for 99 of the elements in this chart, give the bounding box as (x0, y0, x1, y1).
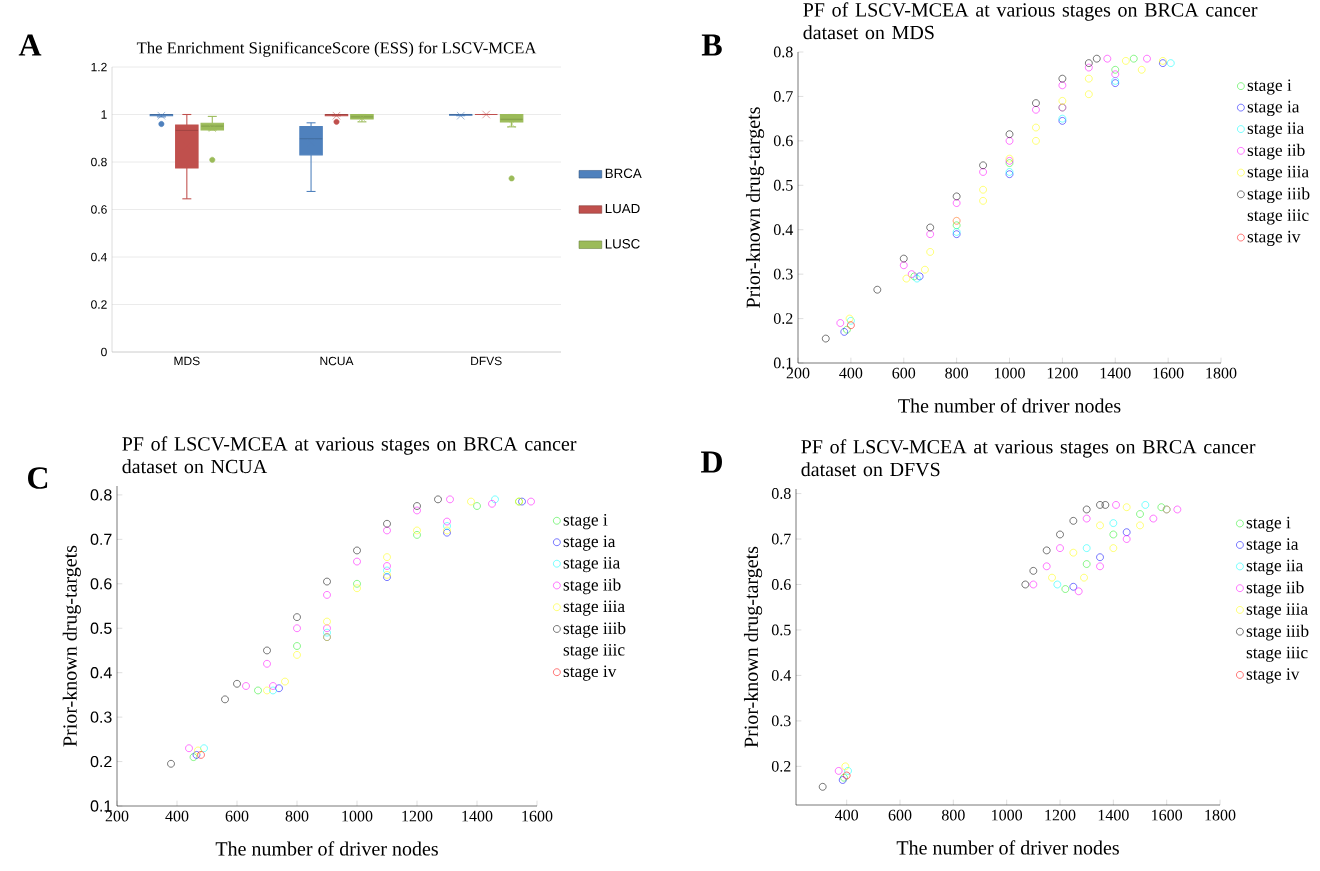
text: stage iiic (1246, 646, 1308, 662)
y-tick-label: 0.6 (90, 578, 112, 590)
x-tick-label: 200 (786, 367, 810, 379)
y-tick-label: 0.3 (773, 268, 793, 280)
y-tick-label: 0.6 (771, 579, 791, 590)
y-tick-label: 0.6 (773, 135, 793, 147)
legend-label: LUAD (605, 203, 640, 214)
x-tick-label: 1200 (402, 810, 433, 822)
legend-label: stage iv (563, 665, 617, 681)
y-tick-label: 0 (101, 347, 107, 357)
legend-label: stage iib (1247, 143, 1305, 160)
y-tick-label: 0.4 (90, 667, 112, 679)
y-tick-label: 0.2 (90, 755, 112, 768)
x-axis-title: The number of driver nodes (898, 398, 1121, 413)
legend-label: stage ia (563, 535, 616, 551)
legend-label: LUSC (605, 239, 640, 249)
legend-label: stage iia (1247, 122, 1305, 138)
legend-label: stage iia (563, 556, 621, 573)
text: stage iiic (1247, 209, 1309, 225)
y-axis-title: Prior-known drug-targets (745, 107, 765, 308)
y-tick-label: 0.5 (90, 622, 112, 634)
legend-label: stage i (1246, 516, 1291, 532)
y-tick-label: 0.1 (90, 800, 112, 812)
legend-label: stage iib (563, 578, 621, 595)
x-tick-label: 1400 (462, 810, 493, 822)
legend-label: stage ia (1247, 100, 1300, 117)
y-tick-label: 0.7 (773, 91, 793, 102)
x-tick-label: 1200 (1045, 809, 1076, 821)
legend-label: stage iv (1246, 668, 1300, 684)
y-axis-title: Prior-known drug-targets (743, 546, 763, 748)
y-tick-label: 0.4 (773, 224, 794, 236)
y-tick-label: 0.8 (771, 488, 791, 499)
text: C (28, 467, 48, 489)
x-tick-label: 800 (941, 809, 965, 821)
legend-label: stage i (563, 514, 608, 530)
y-tick-label: 0.4 (91, 252, 107, 262)
y-tick-label: 0.3 (771, 715, 791, 727)
x-tick-label: 600 (225, 810, 249, 822)
y-axis-title: Prior-known drug-targets (62, 545, 81, 747)
legend-label: BRCA (605, 168, 642, 179)
x-axis-title: The number of driver nodes (896, 840, 1119, 855)
x-tick-label: 1000 (994, 367, 1025, 379)
x-tick-label: 1600 (522, 810, 553, 822)
x-tick-label: 1400 (1098, 809, 1129, 821)
y-tick-label: 0.7 (90, 533, 112, 545)
text: stage iiic (563, 643, 625, 660)
y-tick-label: 0.5 (771, 624, 791, 636)
y-tick-label: 1 (101, 110, 107, 119)
x-tick-label: NCUA (320, 356, 354, 366)
y-tick-label: 0.6 (91, 205, 107, 214)
legend-label: stage iiib (1246, 624, 1309, 641)
legend-label: stage iib (1246, 581, 1304, 597)
x-tick-label: MDS (174, 356, 200, 366)
y-tick-label: 0.1 (773, 357, 793, 369)
x-tick-label: 600 (888, 809, 912, 821)
y-tick-label: 0.4 (771, 669, 792, 681)
x-tick-label: 1000 (992, 809, 1023, 821)
y-tick-label: 0.3 (90, 711, 112, 723)
legend-label: stage iiib (1247, 187, 1310, 204)
legend-label: stage iiia (1247, 165, 1309, 182)
text: B (701, 34, 722, 56)
y-tick-label: 0.2 (91, 300, 107, 309)
x-tick-label: 800 (285, 810, 309, 822)
legend-label: stage iiib (563, 621, 626, 638)
x-tick-label: DFVS (471, 356, 502, 366)
y-tick-label: 0.8 (90, 489, 112, 501)
x-tick-label: 600 (892, 367, 916, 379)
legend-label: stage ia (1246, 538, 1299, 554)
x-tick-label: 1400 (1100, 367, 1131, 379)
x-tick-label: 400 (165, 810, 189, 822)
y-tick-label: 0.2 (773, 313, 793, 325)
y-tick-label: 1.2 (91, 62, 107, 72)
x-tick-label: 1200 (1047, 367, 1078, 379)
chart-title: PF of LSCV-MCEA at various stages on BRCA cancer dataset on NCUA (122, 436, 577, 474)
legend-label: stage iia (1246, 559, 1304, 575)
y-tick-label: 0.2 (771, 760, 791, 772)
x-tick-label: 200 (105, 810, 129, 822)
legend-label: stage iv (1247, 230, 1301, 247)
text: D (701, 451, 722, 473)
legend-label: stage iiia (1246, 603, 1308, 619)
chart-title: The Enrichment SignificanceScore (ESS) for LSCV-MCEA (136, 41, 537, 57)
x-tick-label: 1000 (342, 810, 373, 822)
x-axis-title: The number of driver nodes (215, 841, 438, 856)
x-tick-label: 1600 (1153, 367, 1184, 379)
legend-label: stage i (1247, 79, 1292, 95)
chart-title: PF of LSCV-MCEA at various stages on BRCA cancer dataset on DFVS (801, 439, 1256, 477)
y-tick-label: 0.7 (771, 533, 791, 545)
y-tick-label: 0.8 (773, 46, 793, 58)
x-tick-label: 1600 (1152, 809, 1183, 821)
x-tick-label: 400 (839, 367, 863, 379)
x-tick-label: 400 (834, 809, 859, 821)
legend-label: stage iiia (563, 600, 625, 616)
text: A (18, 34, 42, 56)
x-tick-label: 800 (945, 367, 969, 379)
x-tick-label: 1800 (1205, 809, 1236, 821)
x-tick-label: 1800 (1206, 367, 1237, 379)
y-tick-label: 0.8 (91, 157, 107, 167)
chart-title: PF of LSCV-MCEA at various stages on BRCA cancer dataset on MDS (803, 2, 1258, 40)
y-tick-label: 0.5 (773, 179, 793, 191)
